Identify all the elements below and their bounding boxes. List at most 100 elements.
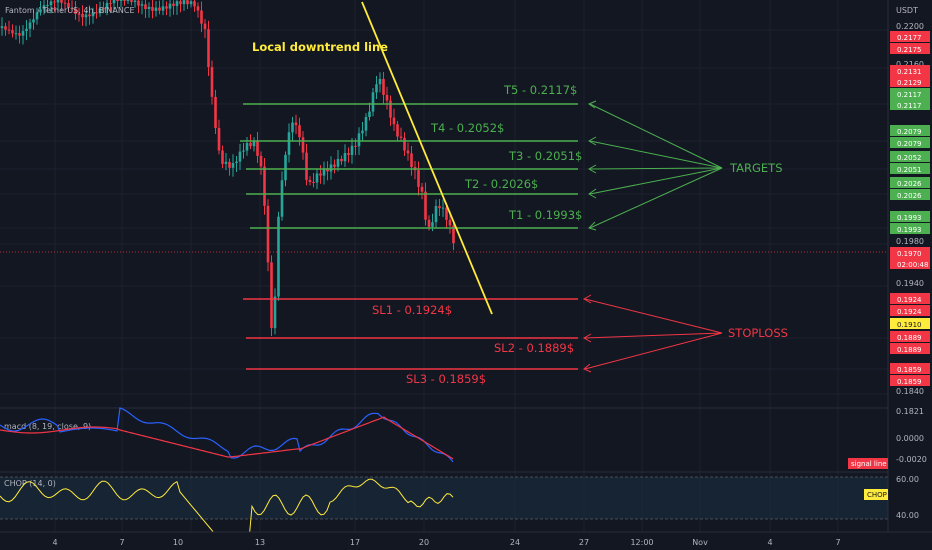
time-label: Nov bbox=[692, 538, 708, 547]
time-label: 7 bbox=[835, 538, 840, 547]
candle-body bbox=[245, 143, 249, 151]
price-badge: 0.1889 bbox=[897, 346, 922, 354]
time-label: 27 bbox=[579, 538, 589, 547]
candle-body bbox=[424, 191, 427, 220]
candle-body bbox=[214, 96, 217, 128]
grid-lines bbox=[0, 0, 888, 532]
candle-body bbox=[200, 10, 203, 24]
candle-body bbox=[329, 164, 333, 172]
candle-body bbox=[207, 29, 210, 68]
candle-body bbox=[364, 116, 368, 131]
time-label: 10 bbox=[173, 538, 183, 547]
price-badge: 0.2026 bbox=[897, 192, 922, 200]
time-label: 4 bbox=[767, 538, 772, 547]
stoploss-label-sl2: SL2 - 0.1889$ bbox=[494, 341, 574, 355]
candle-body bbox=[266, 205, 270, 263]
candle-body bbox=[130, 0, 133, 2]
candle-body bbox=[84, 14, 88, 18]
macd-line bbox=[0, 407, 454, 463]
candle-body bbox=[109, 2, 112, 4]
stoploss-label-sl3: SL3 - 0.1859$ bbox=[406, 372, 486, 386]
candle-body bbox=[161, 6, 165, 11]
candle-body bbox=[448, 219, 452, 226]
candle-body bbox=[431, 222, 434, 227]
candle-body bbox=[287, 132, 291, 155]
time-label: 4 bbox=[52, 538, 57, 547]
price-badge: 0.1993 bbox=[897, 226, 922, 234]
time-label: 12:00 bbox=[630, 538, 653, 547]
candle-body bbox=[196, 6, 200, 11]
price-badge-bg bbox=[890, 247, 930, 258]
candle-body bbox=[210, 67, 214, 97]
price-badge-bg bbox=[890, 211, 930, 222]
candle-body bbox=[238, 151, 242, 162]
candle-body bbox=[343, 153, 347, 162]
price-badge-bg bbox=[890, 137, 930, 148]
price-badge: 0.2052 bbox=[897, 154, 922, 162]
candle-body bbox=[438, 206, 441, 209]
candle-body bbox=[4, 26, 7, 30]
candle-body bbox=[396, 124, 399, 137]
time-label: 17 bbox=[350, 538, 360, 547]
price-badge: 0.2051 bbox=[897, 166, 922, 174]
price-tick: 0.2200 bbox=[896, 22, 924, 31]
time-label: 20 bbox=[419, 538, 429, 547]
symbol-title[interactable]: Fantom / TetherUS, 4h, BINANCE bbox=[5, 6, 135, 15]
price-badge: 0.1859 bbox=[897, 366, 922, 374]
candle-body bbox=[273, 296, 277, 329]
candle-body bbox=[63, 2, 67, 4]
candle-body bbox=[42, 5, 46, 10]
target-label-t4: T4 - 0.2052$ bbox=[430, 121, 504, 135]
candle-body bbox=[231, 163, 235, 168]
time-label: 13 bbox=[255, 538, 265, 547]
candle-body bbox=[228, 161, 231, 168]
price-tick: 0.2160 bbox=[896, 60, 924, 69]
candle-body bbox=[326, 168, 329, 172]
candle-body bbox=[189, 1, 193, 5]
candle-body bbox=[242, 150, 245, 152]
price-badge-bg bbox=[890, 293, 930, 304]
chop-title[interactable]: CHOP (14, 0) bbox=[4, 479, 56, 488]
price-badge: 0.2079 bbox=[897, 128, 922, 136]
time-axis[interactable] bbox=[0, 532, 932, 550]
candle-body bbox=[147, 6, 151, 10]
price-badge: 0.2177 bbox=[897, 34, 922, 42]
candle-body bbox=[140, 4, 144, 6]
candle-body bbox=[224, 161, 228, 164]
candle-body bbox=[217, 127, 221, 151]
price-badge: 0.2117 bbox=[897, 102, 922, 110]
price-badge: 0.1924 bbox=[897, 308, 922, 316]
candle-body bbox=[133, 0, 137, 2]
price-badge-bg bbox=[890, 363, 930, 374]
price-badge-bg bbox=[890, 177, 930, 188]
price-badge: 02:00:48 bbox=[897, 261, 928, 269]
candle-body bbox=[347, 153, 350, 155]
downtrend-line[interactable] bbox=[361, 1, 493, 315]
candle-body bbox=[298, 125, 301, 138]
candle-body bbox=[74, 8, 77, 14]
price-badge: 0.2079 bbox=[897, 140, 922, 148]
candle-body bbox=[119, 0, 123, 1]
candle-body bbox=[112, 0, 116, 4]
candle-body bbox=[70, 8, 74, 10]
time-axis-labels: 4 7 10 13 17 20 24 27 12:00 Nov 4 7 bbox=[52, 538, 840, 547]
price-tick: 0.1940 bbox=[896, 279, 924, 288]
price-badge: 0.1970 bbox=[897, 250, 922, 258]
price-badge-bg bbox=[890, 343, 930, 354]
trendline-label: Local downtrend line bbox=[252, 40, 388, 54]
candle-body bbox=[7, 29, 11, 31]
candle-body bbox=[98, 8, 102, 14]
candle-body bbox=[25, 28, 28, 32]
price-badge: 0.2129 bbox=[897, 79, 922, 87]
target-label-t1: T1 - 0.1993$ bbox=[508, 208, 582, 222]
macd-title[interactable]: macd (8, 19, close, 9) bbox=[4, 422, 91, 431]
price-badge-bg bbox=[890, 163, 930, 174]
candle-body bbox=[410, 153, 413, 168]
candle-body bbox=[441, 207, 445, 209]
candle-body bbox=[81, 13, 84, 18]
candle-body bbox=[21, 31, 25, 36]
price-badges: 0.2177 0.2175 0.2131 0.2129 0.2117 0.2117 0.20… bbox=[890, 31, 930, 386]
price-badge-bg bbox=[890, 375, 930, 386]
candle-body bbox=[168, 3, 172, 9]
